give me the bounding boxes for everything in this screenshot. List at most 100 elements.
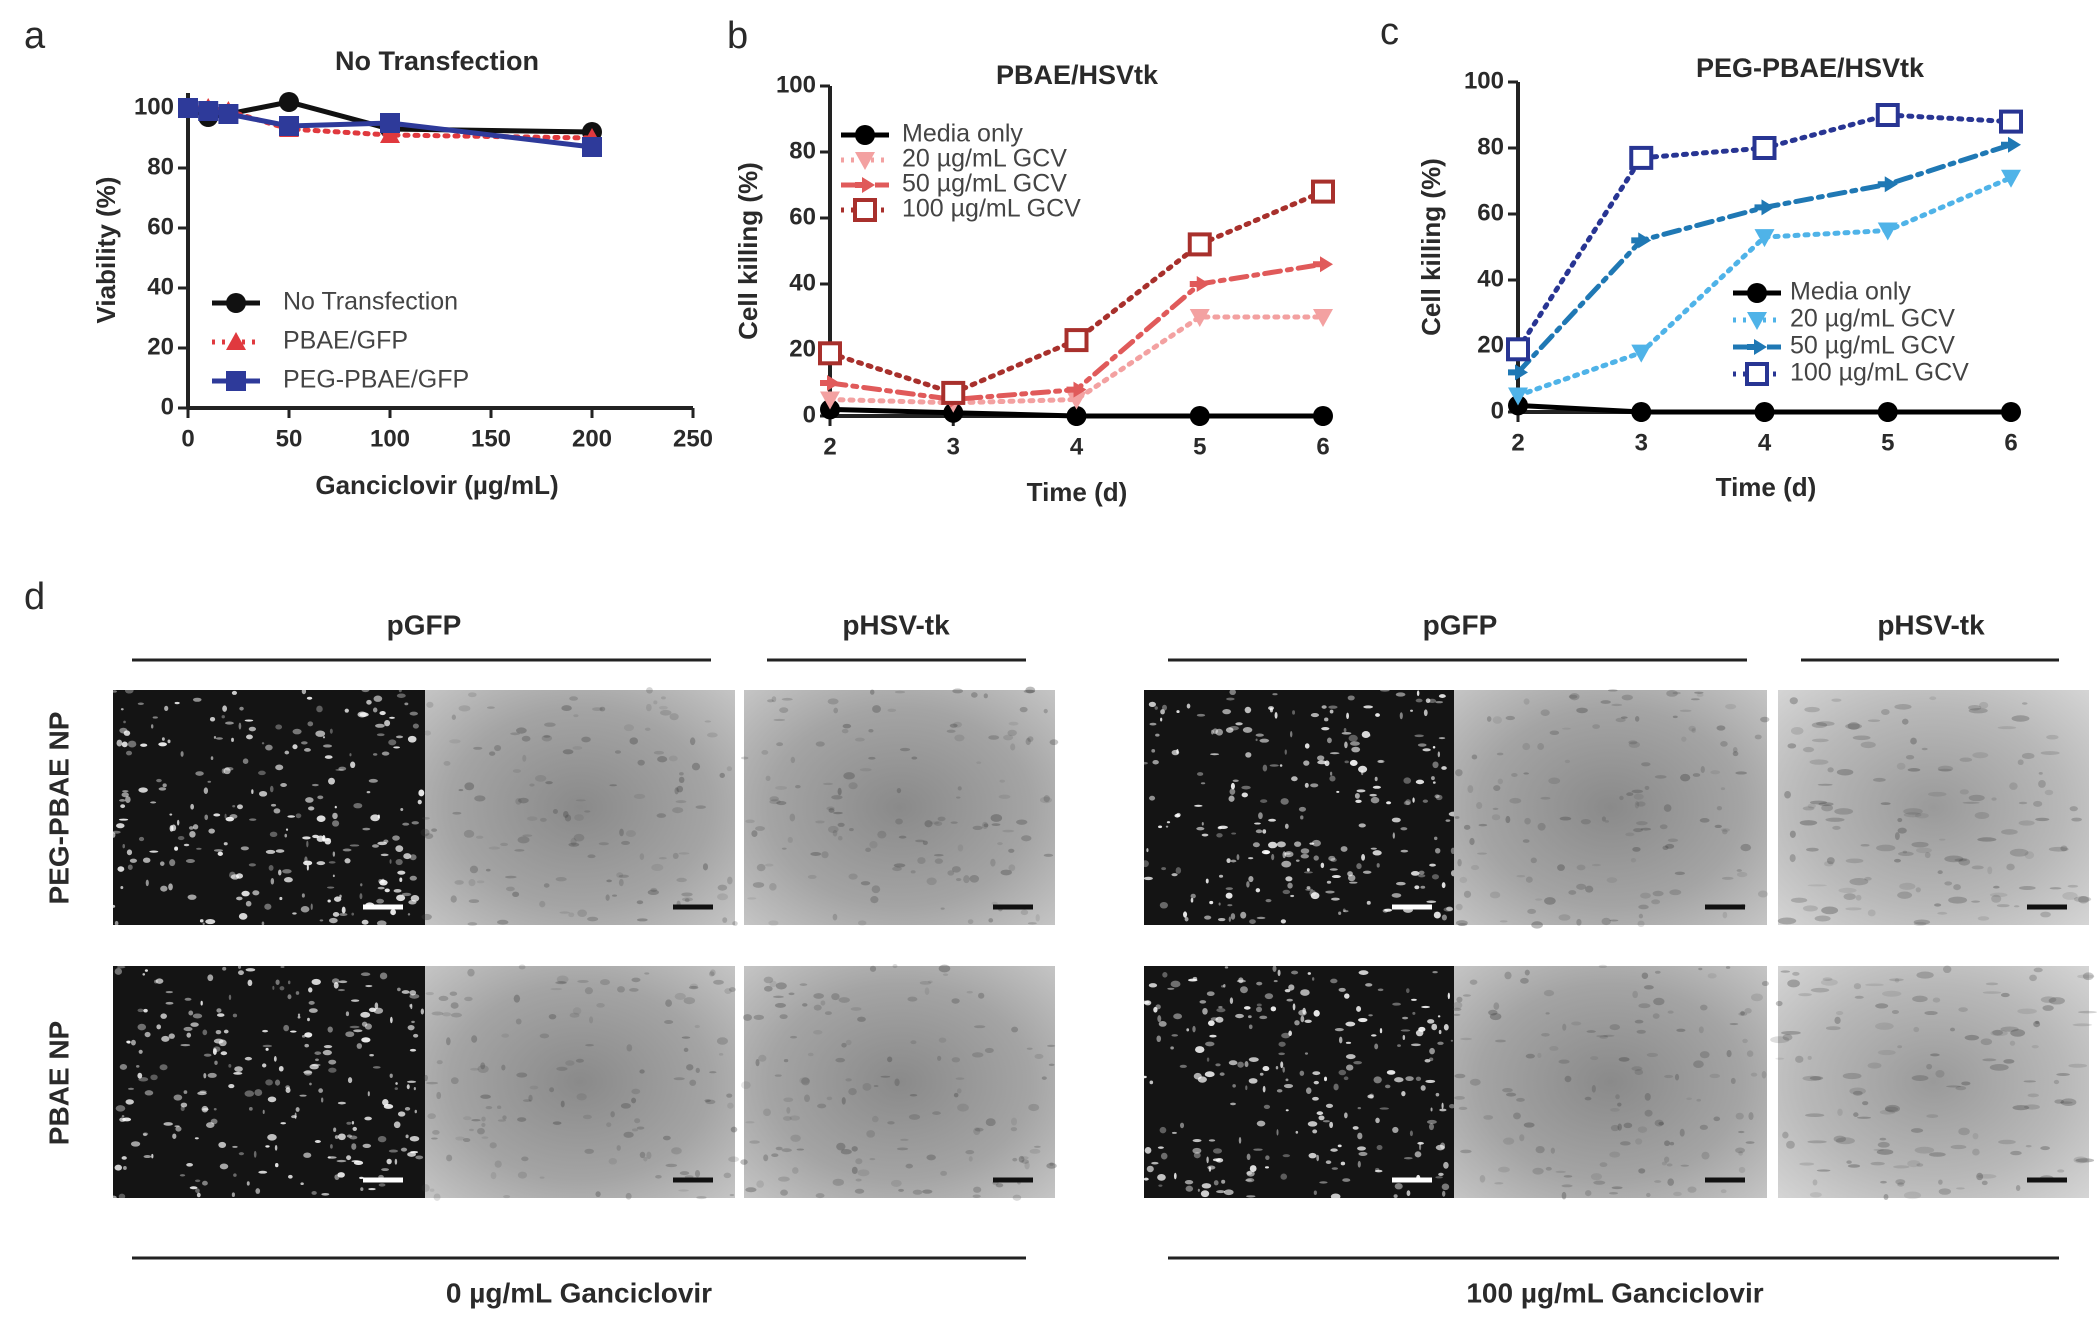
cell <box>485 1106 493 1110</box>
cell <box>1911 841 1929 848</box>
cell <box>1821 804 1833 812</box>
cell <box>552 1121 562 1125</box>
cell <box>156 778 162 783</box>
cell <box>2033 1021 2041 1028</box>
cell <box>1611 703 1623 707</box>
cell <box>327 899 331 903</box>
cell <box>1435 1144 1445 1151</box>
cell <box>540 817 547 822</box>
cell <box>1144 1147 1152 1154</box>
cell <box>636 900 644 905</box>
cell <box>1809 800 1827 805</box>
cell <box>1897 1182 1905 1187</box>
cell <box>1735 1147 1745 1154</box>
cell <box>1897 827 1907 834</box>
cell <box>564 814 572 822</box>
cell <box>474 795 486 802</box>
cell <box>1209 1034 1217 1038</box>
cell <box>1212 1148 1223 1154</box>
cell <box>1907 768 1921 772</box>
cell <box>237 970 244 976</box>
cell <box>1294 1020 1300 1026</box>
cell <box>207 1072 217 1078</box>
cell <box>1225 727 1234 733</box>
cell <box>1990 1029 2008 1037</box>
cell <box>1805 1113 1825 1118</box>
cell <box>1290 894 1295 898</box>
cell <box>237 804 243 810</box>
cell <box>1043 853 1054 857</box>
cell <box>773 718 786 722</box>
cell <box>1453 1001 1463 1009</box>
cell <box>203 1072 207 1079</box>
cell <box>1950 1144 1967 1150</box>
marker <box>1631 344 1652 363</box>
cell <box>110 904 116 908</box>
cell <box>837 787 842 796</box>
cell <box>775 1146 783 1151</box>
cell <box>963 875 970 884</box>
cell <box>1295 1130 1299 1134</box>
cell <box>1361 731 1371 738</box>
cell <box>556 981 567 985</box>
cell <box>843 772 855 780</box>
cell <box>1213 1180 1219 1186</box>
cell <box>1924 1011 1938 1016</box>
cell <box>636 1126 645 1130</box>
cell <box>480 1094 491 1099</box>
cell <box>1833 1135 1846 1143</box>
cell <box>208 828 215 834</box>
cell <box>404 702 409 706</box>
cell <box>1375 1117 1380 1124</box>
cell <box>745 819 755 824</box>
cell <box>450 1002 459 1009</box>
cell <box>1880 802 1891 806</box>
cell <box>1227 904 1233 907</box>
cell <box>2001 829 2018 835</box>
cell <box>1760 716 1770 723</box>
cell <box>658 857 667 860</box>
cell <box>1176 710 1180 714</box>
cell <box>1824 860 1834 867</box>
cell <box>1989 1064 2009 1071</box>
cell <box>1306 886 1311 890</box>
cell <box>328 861 336 864</box>
cell <box>1599 1035 1609 1039</box>
cell <box>718 1053 724 1056</box>
cell <box>1502 1087 1513 1093</box>
cell <box>1790 897 1808 903</box>
cell <box>1392 833 1395 839</box>
cell <box>1237 1061 1244 1068</box>
cell <box>1276 1129 1279 1136</box>
cell <box>1761 1071 1767 1079</box>
cell <box>180 1043 191 1047</box>
cell <box>301 741 308 745</box>
cell <box>518 964 526 970</box>
cell <box>1224 966 1229 969</box>
cell <box>1448 1103 1455 1109</box>
cell <box>1146 848 1149 853</box>
cell <box>1313 855 1319 861</box>
cell <box>1329 775 1336 782</box>
x-tick-label: 0 <box>181 425 194 452</box>
cell <box>828 808 835 813</box>
cell <box>584 1148 594 1154</box>
cell <box>678 1189 689 1192</box>
cell <box>1403 801 1411 806</box>
cell <box>1607 689 1618 692</box>
cell <box>1282 1154 1291 1158</box>
cell <box>184 997 192 1001</box>
cell <box>1621 694 1633 701</box>
cell <box>364 1116 372 1121</box>
cell <box>501 1033 510 1038</box>
cell <box>494 1160 502 1168</box>
cell <box>1454 1095 1465 1100</box>
cell <box>292 744 298 750</box>
cell <box>287 815 296 818</box>
cell <box>164 705 169 711</box>
cell <box>1190 893 1196 899</box>
cell <box>221 715 225 719</box>
cell <box>1523 772 1529 775</box>
cell <box>195 1179 201 1183</box>
cell <box>609 784 618 787</box>
